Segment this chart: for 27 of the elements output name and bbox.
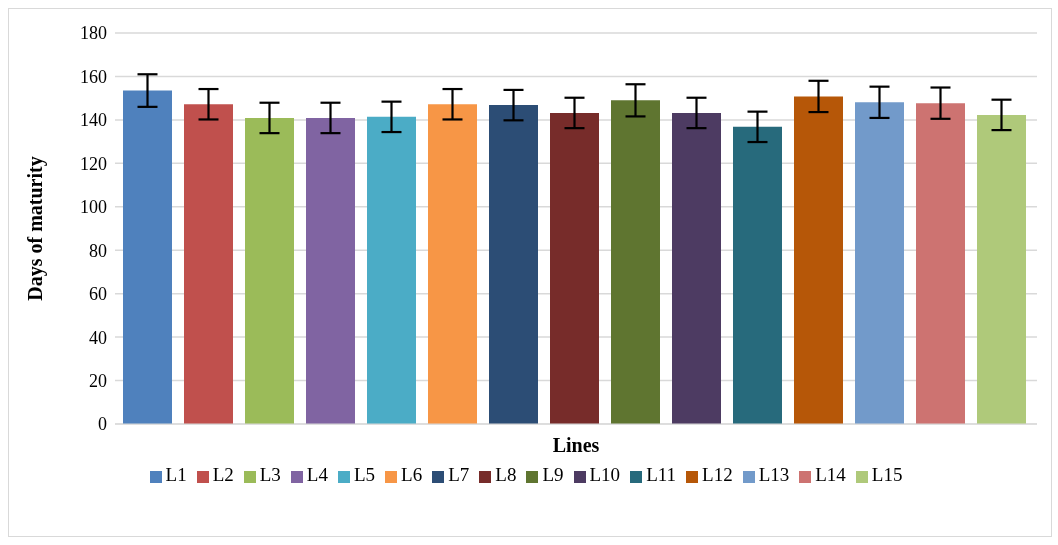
legend-label: L14 xyxy=(815,464,846,485)
y-tick-label: 20 xyxy=(89,370,107,391)
legend-label: L11 xyxy=(646,464,677,485)
y-tick-label: 40 xyxy=(89,327,107,348)
legend-label: L7 xyxy=(448,464,470,485)
y-tick-label: 80 xyxy=(89,240,107,261)
legend-label: L4 xyxy=(306,464,328,485)
y-tick-label: 140 xyxy=(80,110,107,131)
y-tick-label: 180 xyxy=(80,23,107,44)
legend-label: L5 xyxy=(353,464,376,485)
legend-label: L12 xyxy=(702,464,733,485)
legend-label: L6 xyxy=(401,464,423,485)
legend-label: L15 xyxy=(871,464,903,485)
y-tick-label: 100 xyxy=(80,197,107,218)
legend-label: L1 xyxy=(165,464,187,485)
y-tick-label: 120 xyxy=(80,153,107,174)
legend-label: L10 xyxy=(589,464,621,485)
y-tick-label: 60 xyxy=(89,284,107,305)
legend-label: L9 xyxy=(542,464,564,485)
x-axis-title: Lines xyxy=(552,434,600,456)
y-axis-title: Days of maturity xyxy=(24,156,48,301)
y-tick-label: 160 xyxy=(80,66,107,87)
legend-label: L2 xyxy=(212,464,234,485)
legend-label: L3 xyxy=(259,464,281,485)
legend-label: L8 xyxy=(495,464,517,485)
legend-label: L13 xyxy=(758,464,790,485)
y-tick-label: 0 xyxy=(98,414,107,435)
